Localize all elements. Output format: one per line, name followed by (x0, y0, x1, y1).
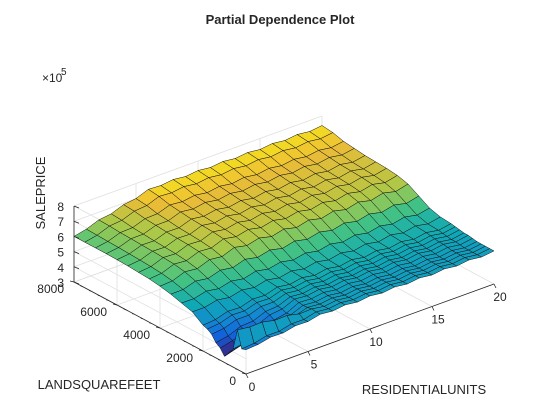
y-minor-tick-mark (132, 313, 135, 315)
z-axis-label: SALEPRICE (33, 156, 48, 229)
z-tick-mark (73, 266, 80, 270)
x-tick-label: 10 (369, 335, 383, 349)
z-exponent-label: ×10 (42, 71, 63, 85)
y-minor-tick-mark (123, 308, 126, 310)
z-tick-label: 5 (57, 246, 64, 260)
x-tick-mark (431, 306, 435, 311)
x-tick-label: 20 (493, 290, 507, 304)
y-minor-tick-mark (157, 327, 161, 329)
z-tick-label: 3 (57, 276, 64, 290)
x-tick-label: 15 (431, 313, 445, 327)
x-tick-mark (369, 328, 373, 334)
y-minor-tick-mark (149, 322, 152, 324)
z-exponent-value: 5 (61, 67, 67, 78)
y-tick-label: 0 (229, 374, 236, 388)
y-minor-tick-mark (183, 341, 186, 343)
y-tick-label: 2000 (166, 351, 193, 365)
y-minor-tick-mark (97, 295, 100, 297)
surface-facet (476, 248, 495, 258)
back-grid-line-z (73, 115, 323, 207)
y-minor-tick-mark (71, 281, 75, 283)
y-minor-tick-mark (192, 345, 195, 347)
y-minor-tick-mark (218, 359, 221, 361)
z-tick-mark (73, 251, 80, 254)
y-tick-label: 6000 (80, 305, 107, 319)
chart-title: Partial Dependence Plot (206, 12, 355, 27)
y-minor-tick-mark (166, 331, 169, 333)
x-tick-label: 5 (311, 358, 318, 372)
z-tick-label: 4 (57, 261, 64, 275)
y-minor-tick-mark (209, 354, 212, 356)
y-minor-tick-mark (175, 336, 178, 338)
z-tick-mark (73, 205, 80, 209)
z-tick-label: 7 (57, 215, 64, 229)
x-tick-mark (307, 351, 311, 356)
x-axis-label: RESIDENTIALUNITS (362, 382, 487, 397)
y-minor-tick-mark (243, 373, 247, 375)
z-tick-mark (73, 220, 80, 224)
y-axis-label: LANDSQUAREFEET (38, 377, 161, 392)
x-tick-mark (493, 283, 497, 289)
x-tick-mark (245, 373, 249, 379)
z-tick-mark (73, 281, 80, 285)
z-tick-label: 8 (57, 200, 64, 214)
y-minor-tick-mark (80, 285, 83, 287)
y-minor-tick-mark (89, 290, 92, 292)
y-minor-tick-mark (235, 368, 238, 370)
z-tick-mark (73, 236, 80, 239)
z-tick-label: 6 (57, 230, 64, 244)
surface-plot (73, 125, 495, 357)
y-minor-tick-mark (200, 350, 204, 352)
y-minor-tick-mark (140, 318, 143, 320)
y-tick-label: 4000 (123, 328, 150, 342)
y-minor-tick-mark (226, 364, 229, 366)
y-minor-tick-mark (106, 299, 109, 301)
y-minor-tick-mark (114, 304, 118, 306)
x-tick-label: 0 (249, 380, 256, 394)
y-tick-label: 8000 (37, 282, 64, 296)
